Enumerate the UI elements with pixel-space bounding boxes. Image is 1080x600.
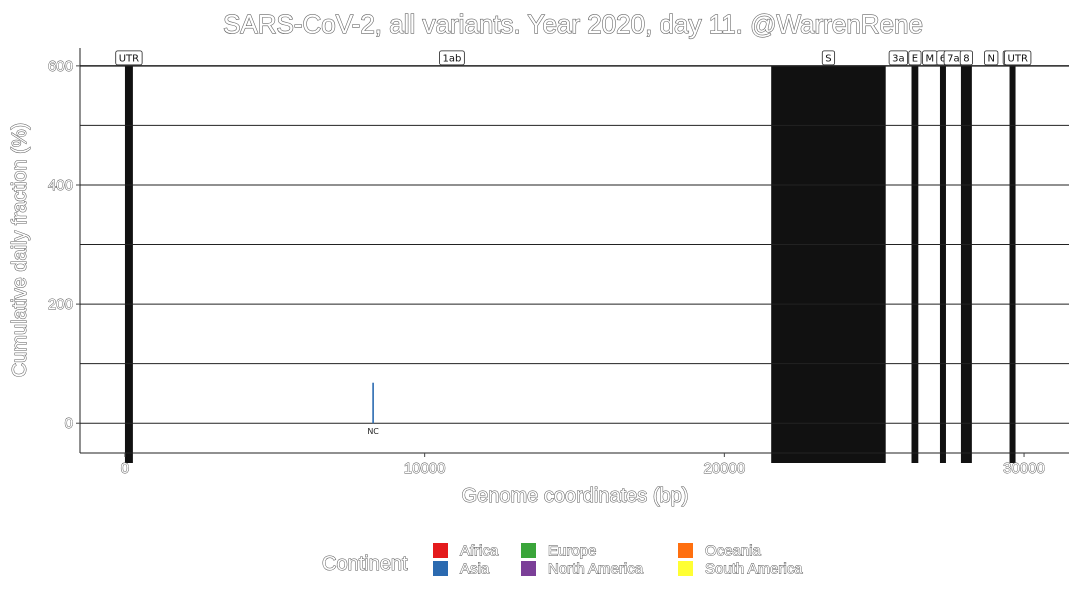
gene-label-text: 7a — [947, 53, 960, 64]
gene-label-text: UTR — [119, 53, 139, 64]
gene-region-10 — [1009, 65, 1016, 463]
gene-label-text: 8 — [963, 53, 969, 64]
legend-swatch-north-america — [521, 561, 536, 576]
legend-label: Oceania — [705, 543, 762, 560]
gene-label-N: N — [984, 50, 999, 66]
gene-label-8: 8 — [959, 50, 973, 66]
legend-swatch-oceania — [678, 543, 693, 558]
legend-swatch-south-america — [678, 561, 693, 576]
y-tick-label: 0 — [65, 415, 73, 432]
gene-label-text: E — [912, 53, 918, 64]
chart-title: SARS-CoV-2, all variants. Year 2020, day… — [223, 9, 923, 39]
gene-label-UTR: UTR — [1004, 50, 1032, 66]
gene-label-box — [908, 50, 922, 66]
legend-label: South America — [705, 561, 803, 578]
x-axis-title: Genome coordinates (bp) — [462, 485, 689, 507]
gene-region-6 — [939, 65, 946, 463]
legend-label: Europe — [548, 543, 596, 560]
gene-label-text: N — [987, 53, 994, 64]
legend-label: North America — [548, 561, 644, 578]
legend-swatch-africa — [433, 543, 448, 558]
gene-label-UTR: UTR — [115, 50, 143, 66]
y-tick-label: 200 — [48, 296, 73, 313]
gene-label-S: S — [821, 50, 836, 66]
gene-label-text: M — [926, 53, 935, 64]
gene-label-1ab: 1ab — [439, 50, 465, 66]
gene-label-box — [984, 50, 999, 66]
plot-area: 0 200 400 600 0 10000 20000 30000 UTR 1ab S 3a E M 6 7a… — [48, 48, 1069, 477]
legend-swatch-asia — [433, 561, 448, 576]
gene-label-box — [1004, 50, 1032, 66]
gene-label-text: 6 — [940, 53, 946, 64]
x-tick-label: 10000 — [404, 460, 446, 477]
y-tick-label: 600 — [48, 58, 73, 75]
gene-label-box — [888, 50, 909, 66]
y-tick-label: 400 — [48, 177, 73, 194]
legend-label: Asia — [460, 561, 490, 578]
gene-label-text: 3a — [892, 53, 905, 64]
gene-label-3a: 3a — [888, 50, 909, 66]
mutation-bar-label: NC — [367, 427, 379, 436]
gene-label-box — [821, 50, 836, 66]
mutation-bar-NC — [372, 382, 374, 424]
gene-label-box — [439, 50, 465, 66]
x-tick-label: 30000 — [1003, 460, 1045, 477]
gene-label-text: 1ab — [443, 53, 462, 64]
gene-label-E: E — [908, 50, 922, 66]
y-axis-title: Cumulative daily fraction (%) — [9, 123, 31, 378]
legend-swatch-europe — [521, 543, 536, 558]
gene-label-text: UTR — [1008, 53, 1028, 64]
gene-label-7a: 7a — [943, 50, 963, 66]
legend-label: Africa — [460, 543, 499, 560]
gene-region-UTR — [124, 65, 133, 463]
legend-title: Continent — [322, 553, 408, 575]
gene-region-S — [771, 65, 886, 463]
x-tick-label: 0 — [121, 460, 129, 477]
x-tick-label: 20000 — [703, 460, 745, 477]
gene-label-box — [115, 50, 143, 66]
gene-label-box — [959, 50, 973, 66]
gene-label-text: S — [825, 53, 831, 64]
gene-region-8 — [960, 65, 972, 463]
gene-label-M: M — [922, 50, 938, 66]
gene-region-E — [911, 65, 919, 463]
